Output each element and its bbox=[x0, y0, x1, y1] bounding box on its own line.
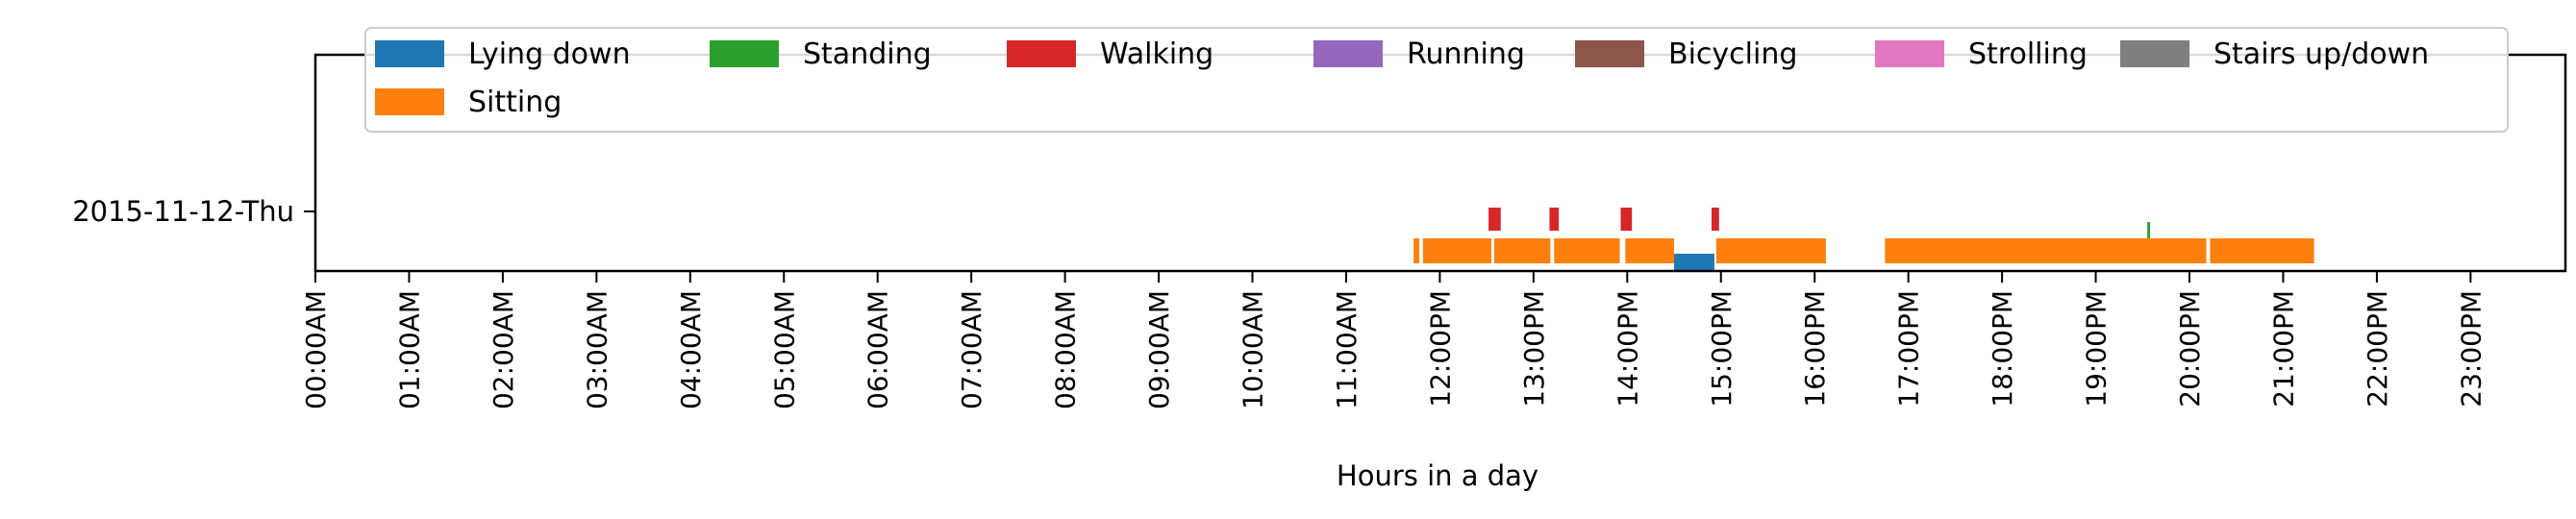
x-tick-label: 09:00AM bbox=[1143, 290, 1175, 409]
x-tick-label: 00:00AM bbox=[300, 290, 332, 409]
bar-sitting-7 bbox=[2210, 238, 2314, 263]
legend-swatch bbox=[375, 40, 444, 67]
legend-swatch bbox=[1575, 40, 1644, 67]
x-tick-label: 14:00PM bbox=[1612, 290, 1643, 408]
legend-label: Walking bbox=[1100, 37, 1213, 71]
chart-marks bbox=[1413, 208, 2314, 271]
bar-sitting-4 bbox=[1625, 238, 1675, 263]
legend: Lying down Standing Walking Running Bicyclin… bbox=[364, 27, 2509, 133]
x-tick-label: 10:00AM bbox=[1238, 290, 1269, 409]
x-tick-label: 22:00PM bbox=[2362, 290, 2393, 408]
bar-sitting-5 bbox=[1715, 238, 1826, 263]
legend-label: Sitting bbox=[468, 86, 562, 119]
x-axis-label: Hours in a day bbox=[1337, 459, 1538, 492]
legend-label: Running bbox=[1407, 37, 1525, 71]
x-tick-label: 04:00AM bbox=[675, 290, 707, 409]
legend-label: Strolling bbox=[1968, 37, 2088, 71]
legend-box bbox=[364, 27, 2509, 133]
y-tick-label: 2015-11-12-Thu bbox=[72, 195, 294, 228]
legend-swatch bbox=[1007, 40, 1076, 67]
legend-swatch bbox=[2120, 40, 2189, 67]
y-axis-ticks: 2015-11-12-Thu bbox=[72, 195, 315, 228]
x-tick-label: 17:00PM bbox=[1893, 290, 1925, 408]
x-tick-label: 07:00AM bbox=[956, 290, 988, 409]
x-tick-label: 23:00PM bbox=[2455, 290, 2487, 408]
legend-swatch bbox=[375, 88, 444, 115]
legend-swatch bbox=[1875, 40, 1944, 67]
legend-swatch bbox=[710, 40, 779, 67]
x-tick-label: 13:00PM bbox=[1518, 290, 1550, 408]
bar-sitting-2 bbox=[1493, 238, 1551, 263]
bar-sitting-6 bbox=[1885, 238, 2207, 263]
legend-label: Bicycling bbox=[1668, 37, 1797, 71]
legend-label: Stairs up/down bbox=[2213, 37, 2429, 71]
x-tick-label: 06:00AM bbox=[863, 290, 894, 409]
x-axis-ticks: 00:00AM 01:00AM 02:00AM 03:00AM 04:00AM 05:00… bbox=[300, 271, 2487, 409]
bar-lying-down-0 bbox=[1674, 254, 1714, 271]
x-tick-label: 19:00PM bbox=[2081, 290, 2113, 408]
x-tick-label: 20:00PM bbox=[2174, 290, 2206, 408]
x-tick-label: 03:00AM bbox=[581, 290, 613, 409]
x-tick-label: 05:00AM bbox=[768, 290, 800, 409]
x-tick-label: 18:00PM bbox=[1987, 290, 2018, 408]
bar-sitting-1 bbox=[1422, 238, 1491, 263]
bar-walking-2 bbox=[1620, 208, 1633, 231]
bar-walking-1 bbox=[1549, 208, 1560, 231]
bar-sitting-0 bbox=[1413, 238, 1419, 263]
bar-walking-3 bbox=[1712, 208, 1719, 231]
legend-label: Standing bbox=[803, 37, 932, 71]
bar-sitting-3 bbox=[1554, 238, 1620, 263]
x-tick-label: 15:00PM bbox=[1706, 290, 1738, 408]
x-tick-label: 11:00AM bbox=[1331, 290, 1363, 409]
x-tick-label: 21:00PM bbox=[2267, 290, 2299, 408]
bar-walking-0 bbox=[1488, 208, 1501, 231]
x-tick-label: 01:00AM bbox=[393, 290, 425, 409]
x-tick-label: 02:00AM bbox=[488, 290, 519, 409]
legend-swatch bbox=[1313, 40, 1383, 67]
x-tick-label: 08:00AM bbox=[1050, 290, 1082, 409]
legend-label: Lying down bbox=[468, 37, 631, 71]
bar-standing-0 bbox=[2147, 222, 2151, 248]
x-tick-label: 16:00PM bbox=[1799, 290, 1831, 408]
x-tick-label: 12:00PM bbox=[1424, 290, 1456, 408]
